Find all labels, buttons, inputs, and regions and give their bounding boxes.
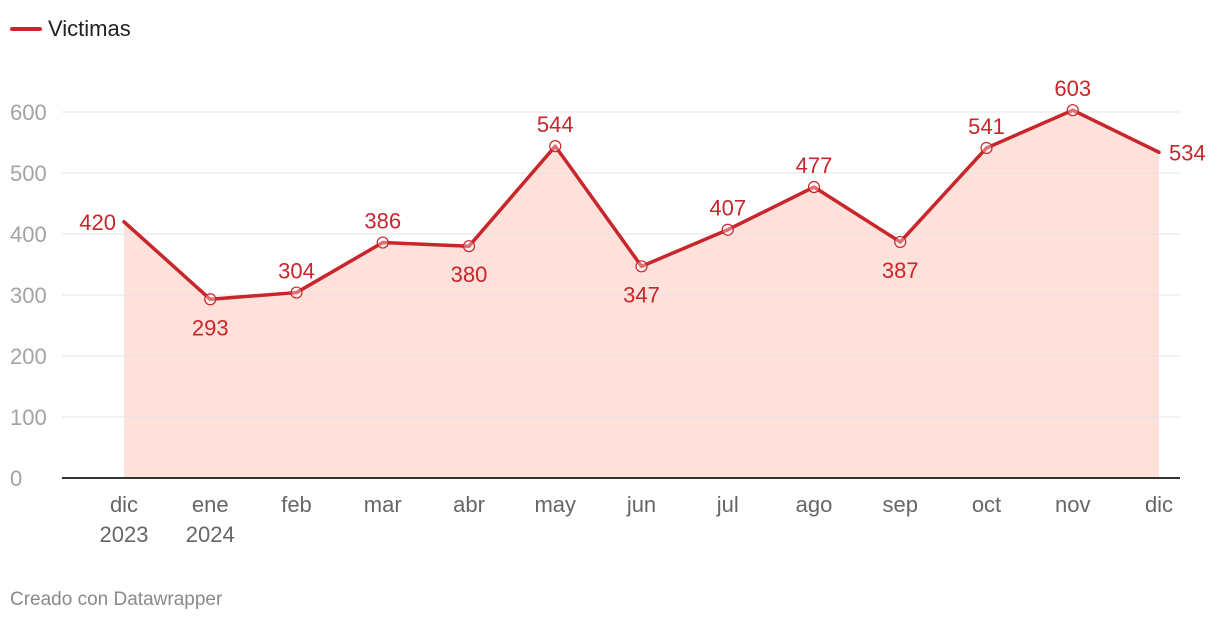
x-tick-label: ene xyxy=(192,492,229,517)
data-point xyxy=(894,235,907,249)
data-label: 603 xyxy=(1054,76,1091,101)
legend: Victimas xyxy=(10,16,131,42)
y-tick-label: 200 xyxy=(10,344,47,369)
x-tick-label: jul xyxy=(716,492,739,517)
x-tick-label: nov xyxy=(1055,492,1090,517)
y-tick-label: 0 xyxy=(10,466,22,491)
x-tick-label: abr xyxy=(453,492,485,517)
data-label: 534 xyxy=(1169,140,1206,165)
x-tick-label: sep xyxy=(883,492,918,517)
x-tick-label: mar xyxy=(364,492,402,517)
data-point xyxy=(980,141,993,155)
x-tick-label: ago xyxy=(796,492,833,517)
data-label: 386 xyxy=(364,209,401,234)
data-point xyxy=(721,223,734,236)
data-label: 477 xyxy=(796,153,833,178)
x-tick-label: dic xyxy=(110,492,138,517)
x-tick-label: dic xyxy=(1145,492,1173,517)
data-point xyxy=(462,240,476,253)
data-point xyxy=(290,286,303,299)
series-line-victimas xyxy=(122,108,1161,302)
x-tick-label: feb xyxy=(281,492,312,517)
data-label: 541 xyxy=(968,114,1005,139)
data-label: 544 xyxy=(537,112,574,137)
legend-label: Victimas xyxy=(48,16,131,41)
y-tick-label: 500 xyxy=(10,161,47,186)
data-point xyxy=(807,180,821,194)
legend-swatch xyxy=(10,27,42,31)
data-label: 420 xyxy=(79,210,116,235)
data-point xyxy=(204,293,217,306)
data-point xyxy=(1066,104,1079,117)
data-point xyxy=(549,140,562,153)
x-tick-label: 2024 xyxy=(186,522,235,547)
data-point xyxy=(376,236,389,249)
x-tick-label: 2023 xyxy=(100,522,149,547)
footer-credit: Creado con Datawrapper xyxy=(10,589,223,610)
x-tick-label: may xyxy=(534,492,576,517)
x-tick-label: oct xyxy=(972,492,1001,517)
line-chart: 0 100 200 300 400 500 600 dic 2023 ene 2024 feb mar a… xyxy=(10,76,1206,547)
data-label: 407 xyxy=(709,196,746,221)
x-tick-label: jun xyxy=(626,492,656,517)
y-tick-label: 300 xyxy=(10,283,47,308)
data-label: 347 xyxy=(623,282,660,307)
data-point xyxy=(635,260,648,273)
data-label: 387 xyxy=(882,258,919,283)
area-fill xyxy=(124,110,1159,479)
data-label: 293 xyxy=(192,315,229,340)
data-label: 304 xyxy=(278,259,315,284)
y-tick-label: 400 xyxy=(10,222,47,247)
y-tick-label: 600 xyxy=(10,100,47,125)
y-tick-label: 100 xyxy=(10,405,47,430)
data-label: 380 xyxy=(451,262,488,287)
